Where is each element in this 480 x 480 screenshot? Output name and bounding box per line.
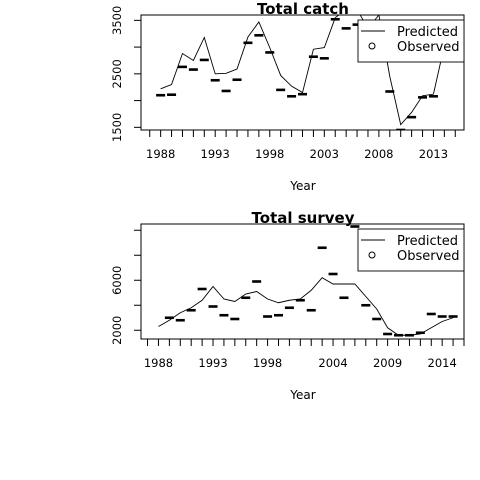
- survey-x-axis-label: Year: [289, 388, 315, 402]
- catch-chart-title: Total catch: [257, 0, 349, 18]
- catch-y-tick-label: 3500: [110, 6, 124, 35]
- catch-x-axis-label: Year: [289, 179, 315, 193]
- catch-y-tick-label: 2500: [110, 59, 124, 88]
- catch-legend-observed-label: Observed: [397, 40, 460, 55]
- survey-legend-predicted-label: Predicted: [397, 234, 458, 249]
- survey-legend-observed-symbol: [368, 251, 376, 259]
- survey-plot-frame: [140, 223, 465, 340]
- survey-legend-box: [357, 228, 465, 272]
- survey-chart-title: Total survey: [252, 209, 355, 227]
- survey-x-tick-label: 2004: [318, 356, 347, 370]
- survey-chart: Total survey 1988 1993 1998 2004 2009 2014 200…: [110, 209, 465, 402]
- survey-x-tick-label: 2014: [428, 356, 457, 370]
- catch-chart: Total catch 1988 1993 1998 2003 2008 2013 1500…: [110, 0, 465, 193]
- catch-x-tick-label: 2003: [310, 147, 339, 161]
- catch-x-tick-label: 1993: [201, 147, 230, 161]
- catch-predicted-series-line: [160, 15, 445, 126]
- catch-legend: Predicted Observed: [357, 19, 465, 63]
- catch-legend-observed-symbol: [368, 42, 376, 50]
- survey-y-tick-label: 2000: [110, 316, 124, 345]
- survey-x-tick-label: 1993: [198, 356, 227, 370]
- survey-y-tick-label: 6000: [110, 266, 124, 295]
- survey-x-tick-label: 1988: [144, 356, 173, 370]
- catch-legend-predicted-label: Predicted: [397, 25, 458, 40]
- catch-y-tick-label: 1500: [110, 113, 124, 142]
- survey-plot-area: 1988 1993 1998 2004 2009 2014 2000 6000: [110, 223, 465, 370]
- survey-predicted-series-line: [158, 277, 454, 336]
- catch-x-tick-label: 2008: [364, 147, 393, 161]
- survey-x-tick-label: 2009: [373, 356, 402, 370]
- catch-x-tick-label: 2013: [419, 147, 448, 161]
- survey-legend: Predicted Observed: [357, 228, 465, 272]
- catch-legend-box: [357, 19, 465, 63]
- survey-x-tick-label: 1998: [253, 356, 282, 370]
- survey-legend-observed-label: Observed: [397, 249, 460, 264]
- catch-plot-area: 1988 1993 1998 2003 2008 2013 1500 2500 3500: [110, 6, 465, 161]
- catch-x-tick-label: 1998: [255, 147, 284, 161]
- catch-x-tick-label: 1988: [146, 147, 175, 161]
